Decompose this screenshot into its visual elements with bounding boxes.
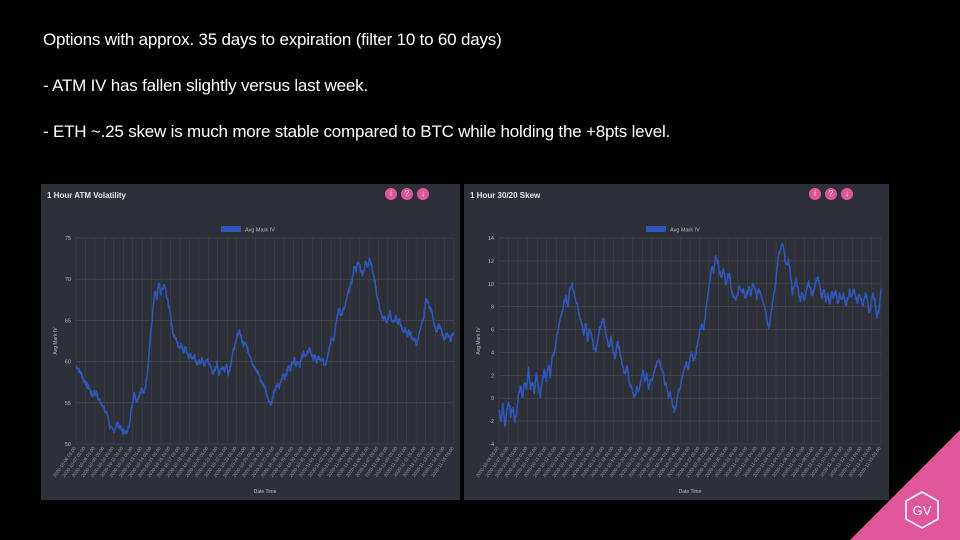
bullet-line-1: Options with approx. 35 days to expirati… <box>43 30 502 49</box>
series-line <box>75 257 455 436</box>
x-axis-label: Date Time <box>254 489 277 495</box>
y-tick-label: 2 <box>491 373 494 379</box>
y-tick-label: 55 <box>65 401 71 407</box>
y-tick-label: 60 <box>65 360 71 366</box>
logo-text: GV <box>913 503 932 518</box>
y-tick-label: 0 <box>491 396 494 402</box>
chart-title: 1 Hour 30/20 Skew <box>470 191 541 200</box>
chart-toolbar: i ? ↓ <box>809 188 853 200</box>
info-icon[interactable]: i <box>385 188 397 200</box>
chart-toolbar: i ? ↓ <box>385 188 429 200</box>
series-line <box>498 243 882 427</box>
y-tick-label: -2 <box>489 419 494 425</box>
y-tick-label: 12 <box>488 259 494 265</box>
y-tick-label: 4 <box>491 350 494 356</box>
y-tick-label: 50 <box>65 442 71 448</box>
bullet-line-2: - ATM IV has fallen slightly versus last… <box>43 76 368 95</box>
y-axis-label: Avg Mark IV <box>53 327 59 355</box>
gv-logo: GV <box>850 430 960 540</box>
y-axis-label: Avg Mark IV <box>476 327 482 355</box>
info-icon[interactable]: i <box>809 188 821 200</box>
y-tick-label: 6 <box>491 328 494 334</box>
help-icon[interactable]: ? <box>825 188 837 200</box>
x-axis-label: Date Time <box>679 489 702 495</box>
download-icon[interactable]: ↓ <box>417 188 429 200</box>
legend-label: Avg Mark IV <box>670 228 700 234</box>
y-tick-label: 10 <box>488 282 494 288</box>
chart-title: 1 Hour ATM Volatility <box>47 191 126 200</box>
y-tick-label: 65 <box>65 318 71 324</box>
legend-label: Avg Mark IV <box>245 228 275 234</box>
y-tick-label: 75 <box>65 236 71 242</box>
skew-panel: 1 Hour 30/20 Skew i ? ↓ -4 -2 0 2 4 6 8 10 12 14 2… <box>464 184 889 500</box>
y-tick-label: 70 <box>65 277 71 283</box>
y-tick-label: 8 <box>491 305 494 311</box>
y-tick-label: -4 <box>489 442 494 448</box>
bullet-line-3: - ETH ~.25 skew is much more stable comp… <box>43 122 671 141</box>
legend-swatch <box>646 226 666 232</box>
download-icon[interactable]: ↓ <box>841 188 853 200</box>
atm-volatility-panel: 1 Hour ATM Volatility i ? ↓ 50 55 60 65 70 75… <box>41 184 460 500</box>
y-tick-label: 14 <box>488 236 494 242</box>
legend-swatch <box>221 226 241 232</box>
help-icon[interactable]: ? <box>401 188 413 200</box>
